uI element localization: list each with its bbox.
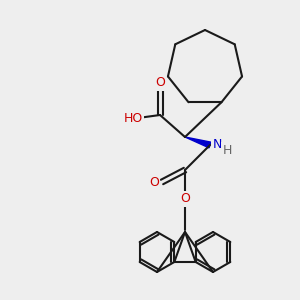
Text: O: O (149, 176, 159, 188)
Text: O: O (155, 76, 165, 89)
Text: HO: HO (123, 112, 142, 124)
Text: H: H (222, 143, 232, 157)
Polygon shape (185, 137, 211, 148)
Text: N: N (212, 139, 222, 152)
Text: O: O (180, 193, 190, 206)
